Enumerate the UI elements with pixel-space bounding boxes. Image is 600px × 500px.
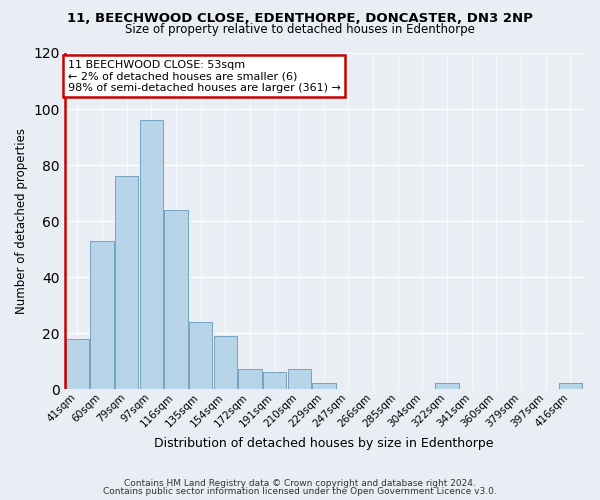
Y-axis label: Number of detached properties: Number of detached properties	[15, 128, 28, 314]
Bar	[559, 384, 582, 389]
Text: 11, BEECHWOOD CLOSE, EDENTHORPE, DONCASTER, DN3 2NP: 11, BEECHWOOD CLOSE, EDENTHORPE, DONCAST…	[67, 12, 533, 26]
Bar	[91, 240, 114, 389]
Bar	[436, 384, 459, 389]
Bar	[238, 370, 262, 389]
Bar	[312, 384, 335, 389]
Bar	[115, 176, 139, 389]
X-axis label: Distribution of detached houses by size in Edenthorpe: Distribution of detached houses by size …	[154, 437, 494, 450]
Bar	[164, 210, 188, 389]
Bar	[66, 338, 89, 389]
Bar	[263, 372, 286, 389]
Text: Contains public sector information licensed under the Open Government Licence v3: Contains public sector information licen…	[103, 487, 497, 496]
Text: Contains HM Land Registry data © Crown copyright and database right 2024.: Contains HM Land Registry data © Crown c…	[124, 478, 476, 488]
Bar	[287, 370, 311, 389]
Bar	[214, 336, 237, 389]
Text: 11 BEECHWOOD CLOSE: 53sqm
← 2% of detached houses are smaller (6)
98% of semi-de: 11 BEECHWOOD CLOSE: 53sqm ← 2% of detach…	[68, 60, 341, 93]
Text: Size of property relative to detached houses in Edenthorpe: Size of property relative to detached ho…	[125, 22, 475, 36]
Bar	[140, 120, 163, 389]
Bar	[189, 322, 212, 389]
